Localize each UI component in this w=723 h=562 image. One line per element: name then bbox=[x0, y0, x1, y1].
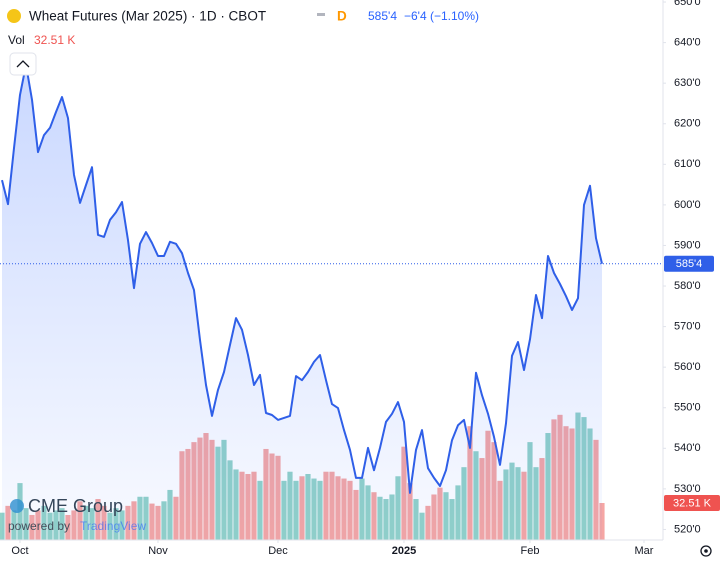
time-axis-bg bbox=[0, 540, 663, 562]
y-tick-label: 600'0 bbox=[674, 199, 701, 211]
y-tick-label: 550'0 bbox=[674, 402, 701, 414]
separator bbox=[317, 13, 325, 16]
watermark: CME Group powered by TradingView bbox=[8, 496, 146, 533]
x-tick-label: Mar bbox=[635, 545, 654, 557]
y-tick-label: 650'0 bbox=[674, 0, 701, 8]
delay-badge: D bbox=[337, 9, 347, 24]
x-tick-label: Oct bbox=[11, 545, 28, 557]
y-tick-label: 580'0 bbox=[674, 280, 701, 292]
price-marker-label: 585'4 bbox=[676, 258, 703, 270]
y-tick-label: 530'0 bbox=[674, 483, 701, 495]
y-tick-label: 590'0 bbox=[674, 239, 701, 251]
y-tick-label: 640'0 bbox=[674, 37, 701, 49]
settings-icon[interactable] bbox=[700, 545, 712, 557]
symbol-title: Wheat Futures (Mar 2025) · 1D · CBOT bbox=[29, 9, 266, 24]
x-tick-label: Feb bbox=[520, 545, 539, 557]
y-tick-label: 560'0 bbox=[674, 361, 701, 373]
settings-dot bbox=[704, 549, 708, 553]
price-marker bbox=[664, 255, 714, 272]
volume-marker bbox=[664, 495, 720, 512]
y-tick-label: 540'0 bbox=[674, 442, 701, 454]
last-price: 585'4 bbox=[368, 9, 397, 23]
x-tick-label: Dec bbox=[268, 545, 288, 557]
powered-by: powered by bbox=[8, 519, 70, 533]
y-tick-label: 630'0 bbox=[674, 77, 701, 89]
volume-title: Vol bbox=[8, 33, 25, 47]
collapse-button[interactable] bbox=[9, 52, 37, 76]
x-tick-label: Nov bbox=[148, 545, 168, 557]
price-axis-bg bbox=[663, 0, 723, 562]
price-layer bbox=[0, 63, 663, 541]
x-tick-label: 2025 bbox=[392, 545, 416, 557]
y-tick-label: 520'0 bbox=[674, 523, 701, 535]
logo-icon bbox=[10, 499, 24, 513]
legend: Wheat Futures (Mar 2025) · 1D · CBOT D 5… bbox=[7, 9, 479, 76]
provider: TradingView bbox=[80, 519, 146, 533]
y-tick-label: 570'0 bbox=[674, 321, 701, 333]
chevron bbox=[16, 60, 30, 68]
price-line bbox=[1, 63, 603, 494]
logo-text: CME Group bbox=[28, 496, 123, 516]
price-area bbox=[2, 64, 602, 541]
volume-value: 32.51 K bbox=[34, 33, 75, 47]
price-change: −6'4 (−1.10%) bbox=[404, 9, 479, 23]
y-tick-label: 620'0 bbox=[674, 118, 701, 130]
y-tick-label: 610'0 bbox=[674, 158, 701, 170]
volume-marker-label: 32.51 K bbox=[673, 497, 712, 509]
symbol-icon bbox=[7, 9, 21, 23]
